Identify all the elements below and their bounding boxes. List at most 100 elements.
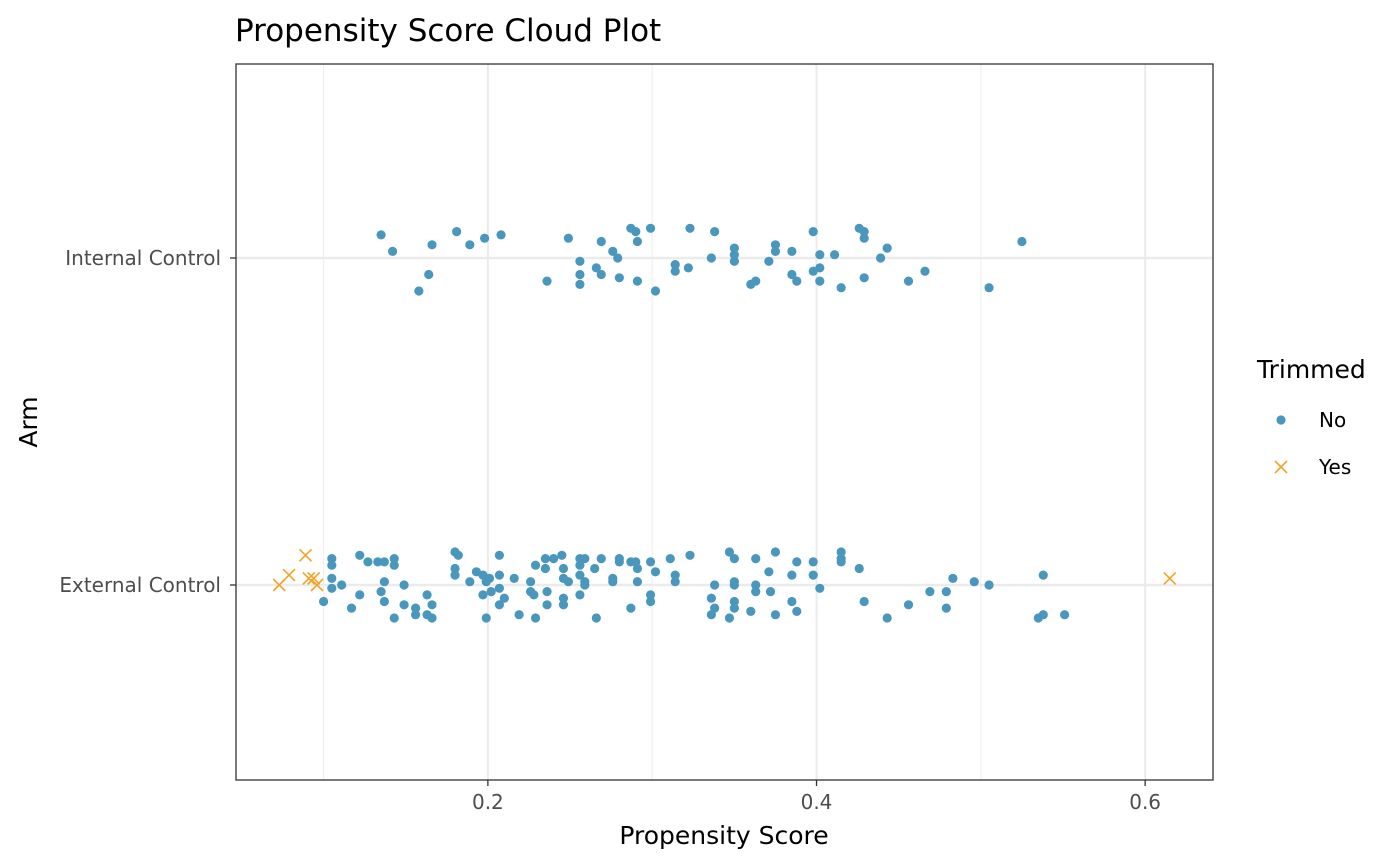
point-no [815, 276, 825, 286]
legend-title: Trimmed [1256, 355, 1366, 384]
point-no [575, 256, 585, 266]
point-no [1038, 610, 1048, 620]
point-no [542, 276, 552, 286]
point-no [724, 547, 735, 557]
point-no [608, 577, 618, 587]
point-no [941, 603, 951, 613]
point-no [650, 286, 661, 296]
point-no [399, 580, 409, 590]
point-no [596, 269, 606, 280]
point-no [389, 560, 399, 570]
point-no [984, 580, 994, 590]
point-no [376, 230, 386, 240]
point-no [751, 580, 761, 590]
point-no [746, 606, 756, 617]
point-no [596, 236, 606, 247]
point-no [792, 606, 802, 617]
point-no [558, 593, 569, 603]
point-no [670, 260, 680, 270]
point-no [540, 563, 550, 574]
point-no [787, 246, 797, 256]
point-no [645, 557, 656, 567]
point-no [614, 273, 624, 283]
point-no [591, 263, 601, 273]
point-no [478, 590, 488, 600]
point-no [424, 269, 434, 280]
point-no [494, 550, 504, 560]
point-no [770, 240, 781, 250]
point-yes [307, 571, 321, 585]
point-no [706, 253, 716, 263]
point-no [608, 246, 618, 256]
legend-label-yes: Yes [1318, 455, 1351, 479]
point-no [764, 256, 774, 266]
point-no [465, 577, 475, 587]
point-no [530, 613, 541, 623]
x-axis: 0.2 0.4 0.6 [472, 780, 1161, 814]
point-no [710, 580, 720, 590]
y-tick-label: External Control [59, 573, 221, 597]
point-no [337, 580, 347, 590]
point-no [670, 266, 680, 276]
point-no [808, 557, 818, 567]
point-no [724, 613, 735, 623]
x-tick-label: 0.4 [801, 790, 833, 814]
point-no [685, 550, 695, 560]
point-no [373, 557, 383, 567]
point-no [346, 603, 357, 613]
point-no [499, 593, 509, 603]
point-no [665, 554, 675, 564]
point-no [729, 580, 739, 590]
point-no [854, 563, 864, 574]
point-no [650, 567, 661, 577]
point-no [787, 570, 797, 580]
point-yes [1163, 571, 1177, 585]
point-no [613, 253, 623, 263]
point-no [808, 227, 818, 237]
point-no [465, 240, 475, 250]
point-no [379, 577, 389, 587]
point-no [787, 596, 797, 607]
point-no [903, 276, 914, 286]
point-no [480, 233, 490, 243]
point-no [1017, 236, 1027, 247]
point-no [422, 590, 432, 600]
point-no [376, 587, 386, 597]
point-no [969, 577, 979, 587]
point-no [984, 283, 994, 293]
point-no [563, 577, 574, 587]
x-axis-title: Propensity Score [619, 821, 828, 850]
y-tick-label: Internal Control [65, 246, 221, 270]
point-no [410, 610, 421, 620]
point-no [670, 577, 680, 587]
point-no [792, 557, 802, 567]
point-no [481, 613, 491, 623]
point-no [751, 554, 761, 564]
point-no [808, 570, 818, 580]
point-no [542, 587, 552, 597]
point-no [558, 563, 569, 574]
point-yes [302, 571, 316, 585]
point-no [389, 554, 399, 564]
point-no [948, 573, 958, 584]
point-no [859, 273, 869, 283]
point-no [575, 279, 585, 289]
point-no [529, 590, 539, 600]
point-no [575, 269, 585, 280]
point-no [389, 613, 399, 623]
point-no [875, 253, 886, 263]
point-no [494, 600, 504, 610]
point-no [549, 554, 559, 564]
point-no [580, 580, 590, 590]
point-no [575, 560, 585, 570]
point-no [632, 563, 643, 574]
point-no [792, 276, 802, 286]
point-no [427, 613, 437, 623]
point-no [318, 596, 329, 607]
point-no [387, 246, 398, 256]
point-no [632, 236, 643, 247]
point-no [710, 227, 720, 237]
point-no [751, 276, 761, 286]
point-no [729, 250, 739, 260]
